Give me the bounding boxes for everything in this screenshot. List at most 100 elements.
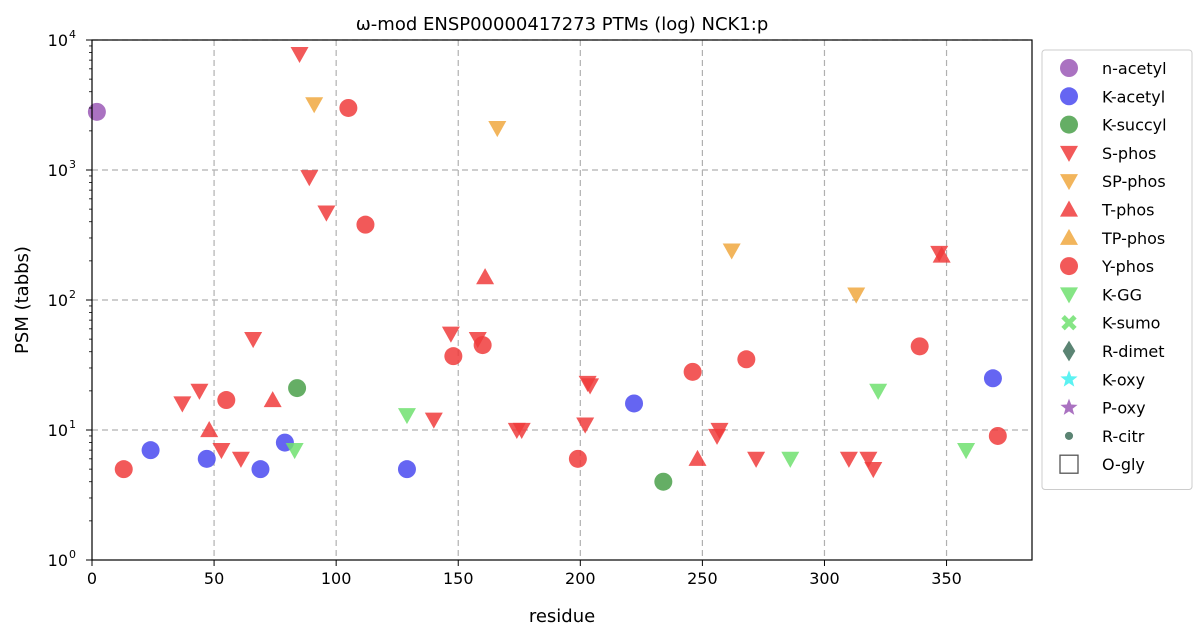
legend-marker [1060,115,1078,134]
legend-item: K-sumo [1061,314,1160,333]
legend-marker [1060,59,1078,77]
data-point [173,396,192,413]
legend-marker [1060,174,1078,191]
data-point [397,408,416,425]
data-point [839,451,858,468]
legend-item: SP-phos [1060,172,1166,191]
y-tick-exponent: 4 [69,28,76,41]
series-K-succyl [288,379,673,491]
series-Y-phos [114,98,1007,479]
legend-marker [1059,454,1079,474]
x-tick-label: 300 [809,569,840,588]
chart-title: ω-mod ENSP00000417273 PTMs (log) NCK1:p [356,14,769,35]
y-tick-exponent: 0 [69,548,76,561]
data-point [473,336,492,355]
legend-item: K-acetyl [1060,87,1165,106]
legend-item: P-oxy [1060,398,1146,418]
x-tick-label: 250 [687,569,718,588]
y-axis-label: PSM (tabbs) [12,246,33,354]
data-point [87,102,106,121]
legend-item: T-phos [1060,201,1155,220]
data-point [251,460,270,479]
legend-item: R-dimet [1062,340,1165,362]
data-point [356,215,375,234]
y-tick-label: 10 [48,421,68,440]
x-tick-label: 0 [87,569,97,588]
legend-label: n-acetyl [1102,59,1167,78]
series-S-phos [173,46,949,479]
series-SP-phos [305,97,866,304]
data-point [654,472,673,491]
data-point [910,337,929,356]
legend-marker [1060,257,1078,276]
data-point [688,449,707,466]
data-point [988,426,1007,445]
x-axis-label: residue [529,606,595,627]
data-point [197,449,216,468]
data-point [339,98,358,117]
y-tick-exponent: 3 [69,158,76,171]
data-point [200,421,219,438]
data-point [568,449,587,468]
legend-label: K-GG [1102,285,1142,304]
data-point [781,451,800,468]
legend-label: R-citr [1102,427,1145,446]
series-n-acetyl [87,102,106,121]
legend-label: T-phos [1101,201,1155,220]
grid-layer [92,39,1032,560]
legend-label: S-phos [1102,144,1156,163]
data-point [212,443,231,460]
legend-item: K-GG [1060,285,1142,304]
data-point [581,378,600,395]
data-point [190,383,209,400]
series-K-GG [285,383,976,468]
legend-marker [1060,145,1078,162]
data-point [285,443,304,460]
legend-marker [1060,228,1078,245]
legend-marker [1060,398,1078,415]
x-tick-label: 150 [443,569,474,588]
legend-marker [1060,87,1078,106]
data-point [141,441,160,460]
data-point [290,46,309,64]
y-tick-label: 10 [48,31,68,50]
data-point [441,326,460,343]
data-point [244,332,263,349]
y-tick-label: 10 [48,161,68,180]
y-tick-label: 10 [48,291,68,310]
legend-label: SP-phos [1102,172,1166,191]
data-point [512,422,531,439]
legend-marker [1062,340,1076,362]
legend-label: O-gly [1102,455,1145,474]
data-point [683,362,702,381]
data-point [217,391,236,410]
legend-item: S-phos [1060,144,1156,163]
legend-label: TP-phos [1101,229,1165,248]
data-point [847,287,866,304]
legend-label: Y-phos [1101,257,1154,276]
data-point [864,462,883,479]
legend-label: K-oxy [1102,370,1145,389]
series-T-phos [200,246,951,466]
legend-marker [1061,315,1077,331]
legend-label: K-succyl [1102,116,1167,135]
legend-frame [1041,49,1193,490]
data-point [576,417,595,434]
data-point [300,170,319,187]
legend-item: n-acetyl [1060,59,1167,78]
legend-item: R-citr [1064,427,1145,446]
data-point [424,412,443,429]
data-point [444,347,463,366]
data-point [317,205,336,222]
legend-item: K-succyl [1060,115,1167,135]
data-point [710,422,729,439]
legend-marker [1060,370,1078,387]
x-tick-label: 200 [565,569,596,588]
legend-label: K-sumo [1102,314,1160,333]
points-layer [87,46,1007,491]
legend-item: TP-phos [1060,229,1165,248]
data-point [305,97,324,114]
y-tick-label: 10 [48,551,68,570]
legend-marker [1060,200,1078,217]
